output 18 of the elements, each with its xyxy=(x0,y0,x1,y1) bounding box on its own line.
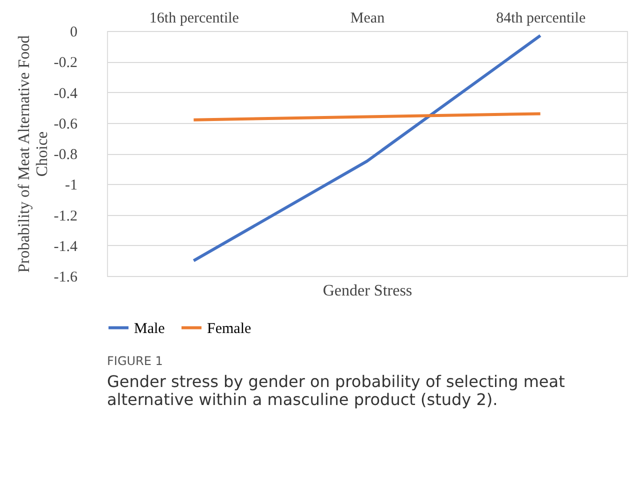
y-tick-label: -1.6 xyxy=(54,270,78,286)
y-tick-label: -0.8 xyxy=(54,147,78,163)
y-tick-label: -0.4 xyxy=(54,86,78,102)
x-tick-label: 84th percentile xyxy=(496,10,586,26)
x-tick-label: Mean xyxy=(350,10,386,26)
y-tick-label: -0.6 xyxy=(54,116,78,132)
y-tick-label: 0 xyxy=(70,24,78,40)
caption: FIGURE 1 xyxy=(107,354,163,368)
text: Gender stress by gender on probability of selecting meat alternative within a masculine product (study 2). xyxy=(107,372,565,409)
y-tick-label: -1.4 xyxy=(54,238,78,255)
y-tick-label: -1.2 xyxy=(54,208,78,224)
legend-label: Female xyxy=(207,320,252,337)
y-tick-label: -0.2 xyxy=(54,55,78,72)
y-axis-title: Probability of Meat Alternative Food Choice xyxy=(16,35,51,273)
y-tick-label: -1 xyxy=(65,178,78,194)
legend-label: Male xyxy=(134,320,166,337)
x-axis-title: Gender Stress xyxy=(322,282,412,300)
x-tick-label: 16th percentile xyxy=(149,10,240,26)
